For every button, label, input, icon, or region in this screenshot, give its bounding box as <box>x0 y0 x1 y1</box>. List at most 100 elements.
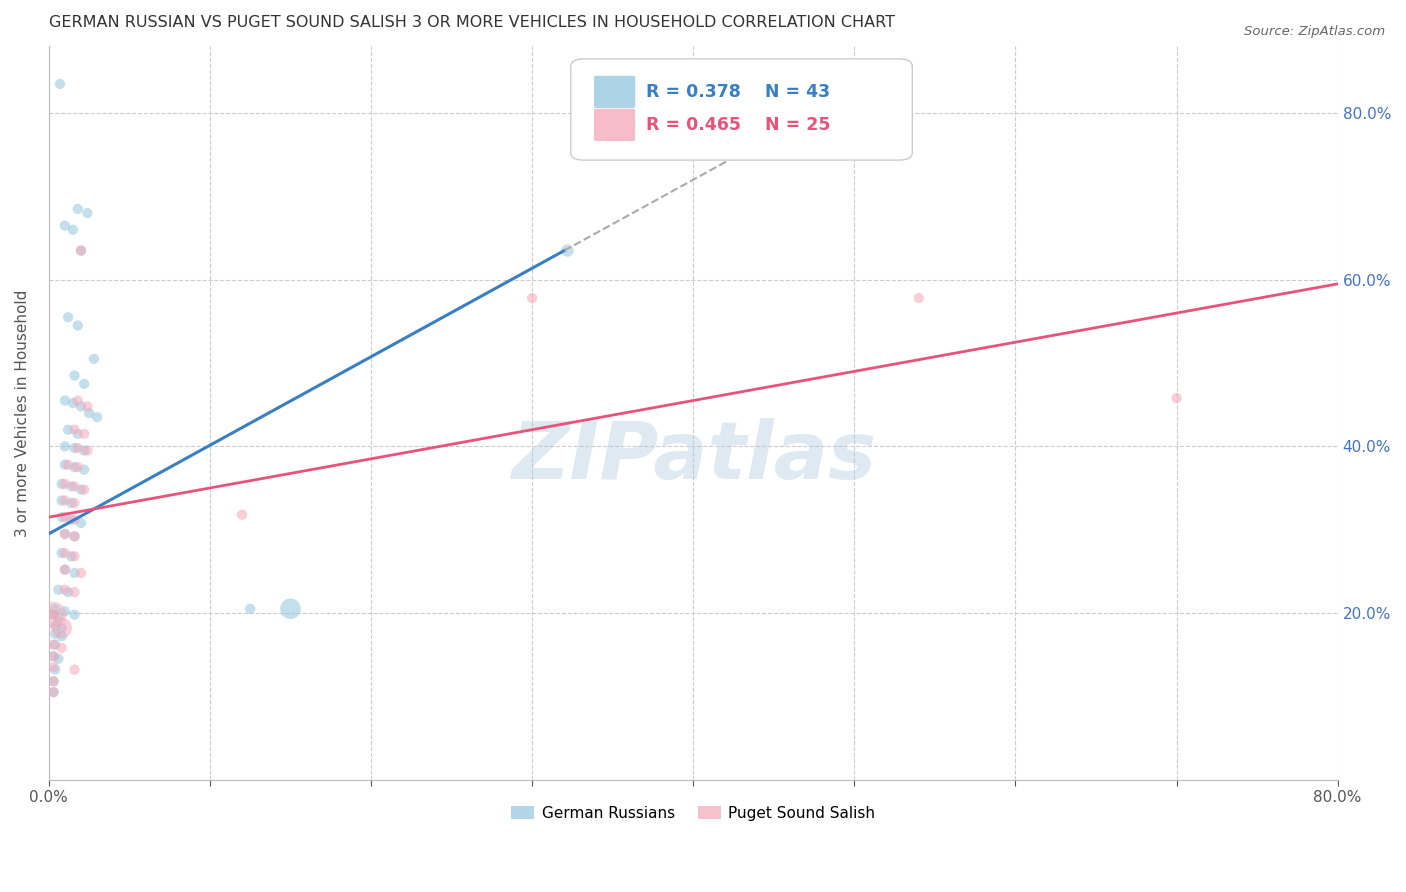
Point <box>53 604 76 618</box>
Point <box>73 376 96 391</box>
Point <box>60 549 83 564</box>
Point <box>76 443 98 458</box>
Point <box>42 638 65 652</box>
Point <box>53 510 76 524</box>
Point <box>42 660 65 674</box>
Point <box>66 441 89 455</box>
Point <box>63 496 86 510</box>
FancyBboxPatch shape <box>593 76 636 108</box>
Point <box>63 607 86 622</box>
Point <box>63 566 86 580</box>
Point <box>70 400 93 414</box>
Point <box>86 410 108 425</box>
Point <box>76 206 98 220</box>
Point <box>63 368 86 383</box>
Point <box>66 393 89 408</box>
Point <box>42 649 65 664</box>
Point <box>56 585 79 599</box>
Point <box>42 685 65 699</box>
Point <box>53 393 76 408</box>
Point <box>73 463 96 477</box>
Point <box>66 202 89 216</box>
Point <box>53 563 76 577</box>
Point <box>53 582 76 597</box>
Point <box>51 621 73 635</box>
Text: ZIPatlas: ZIPatlas <box>510 418 876 496</box>
Point <box>63 529 86 543</box>
Point <box>53 458 76 472</box>
Text: GERMAN RUSSIAN VS PUGET SOUND SALISH 3 OR MORE VEHICLES IN HOUSEHOLD CORRELATION: GERMAN RUSSIAN VS PUGET SOUND SALISH 3 O… <box>49 15 894 30</box>
Point <box>49 77 72 91</box>
Point <box>77 406 100 420</box>
Point <box>70 566 93 580</box>
Point <box>53 219 76 233</box>
Point <box>56 423 79 437</box>
FancyBboxPatch shape <box>571 59 912 160</box>
Point <box>44 638 66 652</box>
FancyBboxPatch shape <box>593 109 636 141</box>
Point <box>62 396 84 410</box>
Point <box>44 663 66 677</box>
Point <box>42 674 65 689</box>
Point <box>60 496 83 510</box>
Point <box>44 618 66 632</box>
Point <box>53 546 76 560</box>
Point <box>51 640 73 655</box>
Point <box>51 629 73 643</box>
Point <box>51 621 73 635</box>
Point <box>73 426 96 441</box>
Point <box>557 244 579 258</box>
Point <box>70 244 93 258</box>
Point <box>62 223 84 237</box>
Point <box>51 546 73 560</box>
Point <box>42 607 65 622</box>
Text: R = 0.465    N = 25: R = 0.465 N = 25 <box>645 116 830 134</box>
Point <box>70 483 93 497</box>
Point <box>63 585 86 599</box>
Point <box>63 460 86 475</box>
Point <box>239 602 262 616</box>
Point <box>42 607 65 622</box>
Point <box>42 607 65 622</box>
Point <box>53 476 76 491</box>
Point <box>48 610 70 624</box>
Point <box>63 549 86 564</box>
Point <box>51 476 73 491</box>
Point <box>66 318 89 333</box>
Point <box>63 663 86 677</box>
Point <box>63 513 86 527</box>
Point <box>42 674 65 689</box>
Point <box>60 513 83 527</box>
Point <box>53 439 76 453</box>
Point <box>42 685 65 699</box>
Point <box>907 291 929 305</box>
Point <box>63 441 86 455</box>
Point <box>76 400 98 414</box>
Point <box>44 602 66 616</box>
Point <box>73 443 96 458</box>
Point <box>51 510 73 524</box>
Point <box>53 526 76 541</box>
Point <box>60 479 83 493</box>
Point <box>53 563 76 577</box>
Point <box>51 493 73 508</box>
Point <box>48 582 70 597</box>
Y-axis label: 3 or more Vehicles in Household: 3 or more Vehicles in Household <box>15 289 30 537</box>
Text: R = 0.378    N = 43: R = 0.378 N = 43 <box>645 83 830 101</box>
Point <box>520 291 543 305</box>
Text: Source: ZipAtlas.com: Source: ZipAtlas.com <box>1244 25 1385 38</box>
Point <box>83 351 105 366</box>
Point <box>42 649 65 664</box>
Point <box>70 516 93 530</box>
Point <box>66 460 89 475</box>
Point <box>280 602 302 616</box>
Point <box>48 652 70 666</box>
Point <box>63 529 86 543</box>
Point <box>63 479 86 493</box>
Point <box>53 493 76 508</box>
Point <box>231 508 253 522</box>
Point <box>56 458 79 472</box>
Point <box>44 627 66 641</box>
Legend: German Russians, Puget Sound Salish: German Russians, Puget Sound Salish <box>505 799 882 827</box>
Point <box>1166 391 1188 405</box>
